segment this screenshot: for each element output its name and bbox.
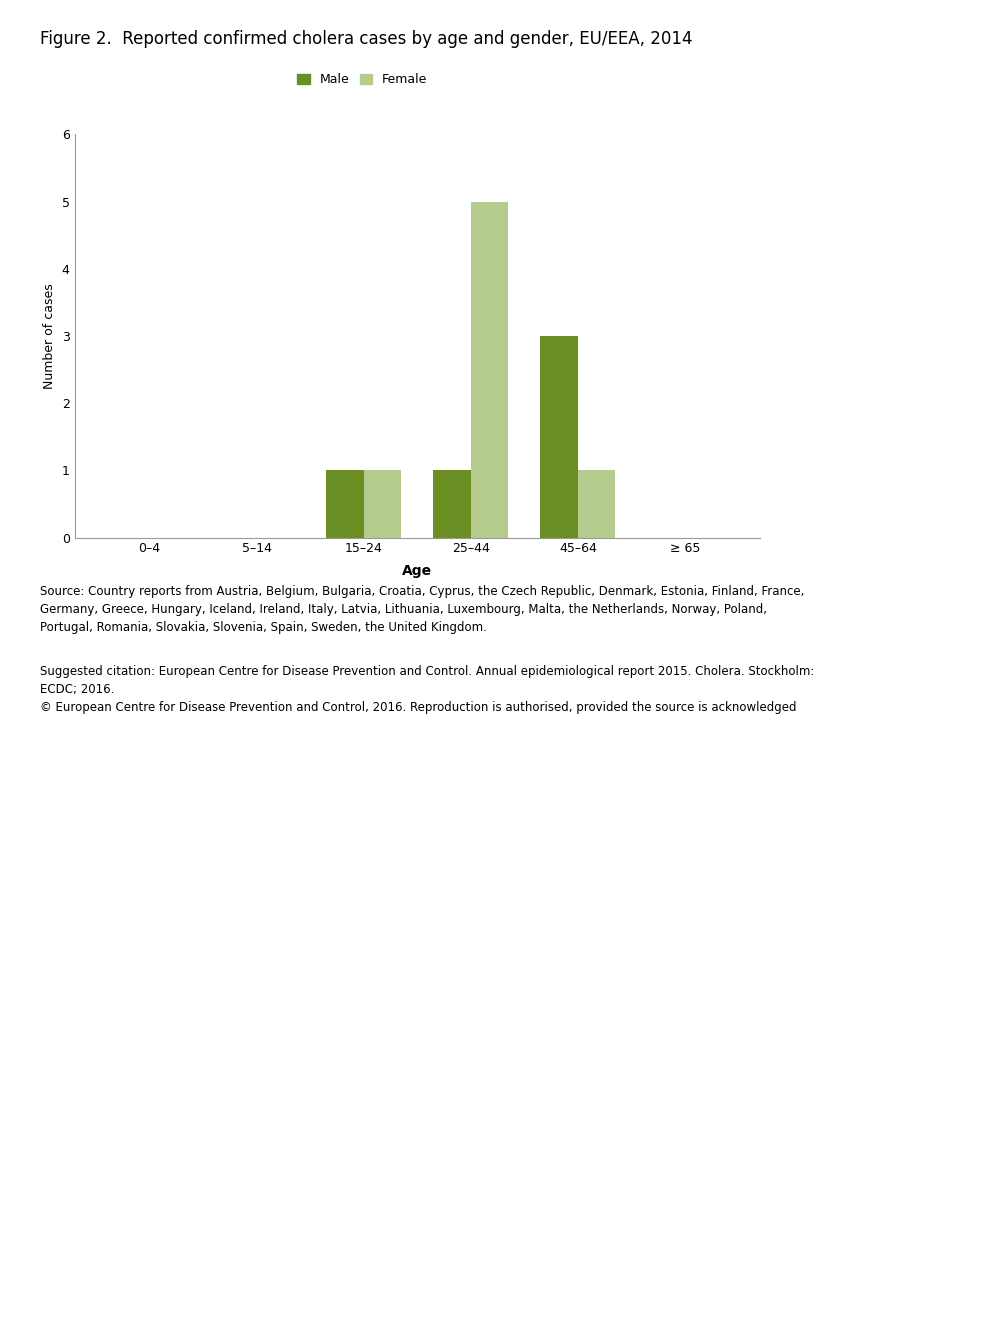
Bar — [578, 470, 616, 538]
Text: Figure 2.  Reported confirmed cholera cases by age and gender, EU/EEA, 2014: Figure 2. Reported confirmed cholera cas… — [40, 30, 692, 47]
Text: Suggested citation: European Centre for Disease Prevention and Control. Annual e: Suggested citation: European Centre for … — [40, 665, 814, 714]
Bar — [471, 202, 508, 538]
Bar — [364, 470, 401, 538]
Bar — [433, 470, 471, 538]
Bar — [540, 336, 578, 538]
Bar — [327, 470, 364, 538]
Text: Source: Country reports from Austria, Belgium, Bulgaria, Croatia, Cyprus, the Cz: Source: Country reports from Austria, Be… — [40, 585, 804, 633]
Legend: Male, Female: Male, Female — [292, 69, 432, 91]
Y-axis label: Number of cases: Number of cases — [43, 284, 56, 388]
X-axis label: Age: Age — [402, 563, 432, 578]
